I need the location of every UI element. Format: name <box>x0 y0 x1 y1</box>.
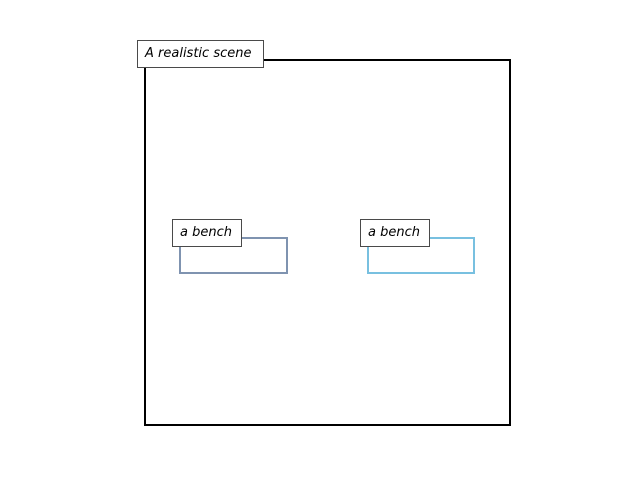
bench-label-right: a bench <box>360 219 430 247</box>
scene-label: A realistic scene <box>137 40 264 68</box>
scene-frame <box>144 59 511 426</box>
bench-label-left: a bench <box>172 219 242 247</box>
